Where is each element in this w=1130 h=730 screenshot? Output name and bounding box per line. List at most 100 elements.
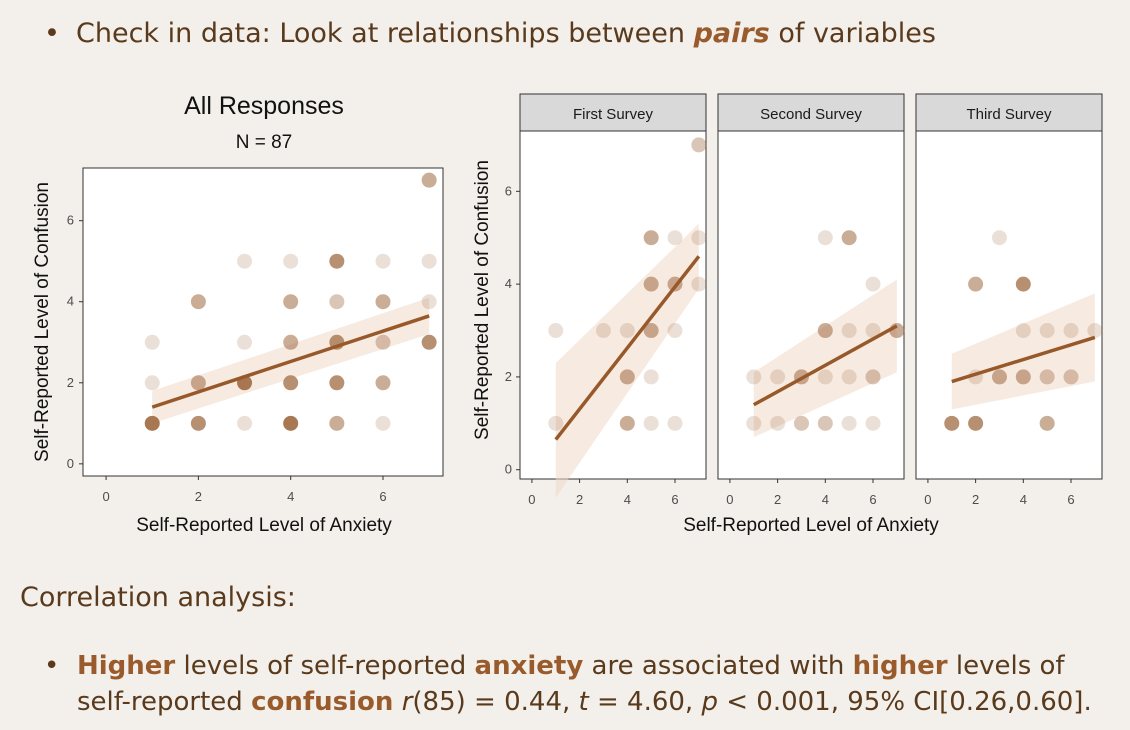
facet-1-point [691,276,707,292]
facet-3-point [944,415,960,431]
all-responses-fit-line [151,314,430,409]
facet-3-point [1039,415,1055,431]
facet-2-fit-line [752,324,898,407]
all-responses-point [237,415,253,431]
x-tick-label: 2 [774,492,781,507]
facet-1-point [619,323,635,339]
x-tick-label: 4 [822,492,829,507]
facet-2-point [746,369,762,385]
facet-3-point [1039,369,1055,385]
all-responses-point [283,294,299,310]
all-responses-point [375,334,391,350]
y-axis-label: Self-Reported Level of Confusion [472,160,493,440]
result-run: are associated with [583,651,853,681]
chart-title: All Responses [184,92,344,120]
result-run: (85) = 0.44, [412,687,579,717]
chart-subtitle: N = 87 [236,132,293,153]
x-tick-label: 4 [624,492,631,507]
facet-3-confidence-band [951,293,1095,410]
x-tick-label: 6 [671,492,678,507]
facet-1-point [643,369,659,385]
x-axis-label: Self-Reported Level of Anxiety [136,515,392,536]
facet-1-point [643,276,659,292]
result-run: < 0.001, 95% CI[0.26,0.60]. [717,687,1092,717]
facet-2-point [770,369,786,385]
all-responses-point [375,253,391,269]
facet-2-strip [717,93,905,132]
y-tick-label: 2 [67,375,74,390]
facet-1-point [667,323,683,339]
facet-1-strip [519,93,707,132]
all-responses-point [329,294,345,310]
result-run: levels of self-reported [175,651,475,681]
correlation-heading: Correlation analysis: [20,582,296,613]
facet-3-strip-label: Third Survey [966,106,1052,123]
facet-3-point [1063,369,1079,385]
facet-2-point [865,323,881,339]
result-run: anxiety [474,651,584,681]
facet-2-point [817,369,833,385]
y-tick-label: 0 [505,462,512,477]
facet-1-fit-line [554,255,701,441]
facet-1-confidence-band [555,223,699,498]
facet-1-point [548,415,564,431]
all-responses-point [190,415,206,431]
facet-3-point [968,276,984,292]
scatter-charts: All Responses N = 87 0 2 4 6 0 2 4 6 Self-Reported… [32,92,1103,536]
x-tick-label: 6 [1067,492,1074,507]
facet-3-point [968,415,984,431]
result-run: r [401,687,413,717]
y-tick-label: 4 [67,294,74,309]
x-tick-label: 4 [1020,492,1027,507]
all-responses-point [283,334,299,350]
all-responses-point [144,375,160,391]
intro-prefix: Check in data: Look at relationships bet… [76,18,694,49]
facet-1-point [619,369,635,385]
x-tick-label: 2 [576,492,583,507]
y-tick-label: 2 [505,369,512,384]
intro-emphasis: pairs [693,18,770,49]
facet-1-point [691,230,707,246]
all-responses-point [283,253,299,269]
facet-2-point [865,369,881,385]
facet-1-point [619,415,635,431]
correlation-result-text: Higher levels of self-reported anxiety a… [77,648,1124,720]
facet-1-point [643,323,659,339]
facet-3-point [1015,276,1031,292]
all-responses-point [329,253,345,269]
facet-3-point [991,369,1007,385]
facet-1-point [667,415,683,431]
intro-suffix: of variables [769,18,936,49]
x-tick-label: 6 [379,489,386,504]
facet-1-point [643,230,659,246]
all-responses-point [421,172,437,188]
x-tick-label: 0 [102,489,109,504]
facet-3-strip [915,93,1103,132]
facet-3-fit-line [951,335,1096,384]
x-tick-label: 0 [528,492,535,507]
facet-3-point [991,230,1007,246]
all-responses-point [375,415,391,431]
x-tick-label: 0 [726,492,733,507]
facet-3-point [1015,323,1031,339]
y-tick-label: 6 [67,213,74,228]
result-run: p [701,687,718,717]
facet-2-point [865,415,881,431]
all-responses-point [329,415,345,431]
result-run: t [578,687,589,717]
all-responses-point [421,253,437,269]
facet-2-point [865,276,881,292]
all-responses-point [190,375,206,391]
x-tick-label: 0 [924,492,931,507]
all-responses-point [283,415,299,431]
facet-2-confidence-band [753,279,897,438]
x-tick-label: 2 [972,492,979,507]
all-responses-point [237,253,253,269]
facet-2-point [817,230,833,246]
y-axis-label: Self-Reported Level of Confusion [32,182,53,462]
facet-3-point [1015,369,1031,385]
facet-2-point [841,323,857,339]
facet-1-point [667,230,683,246]
all-responses-point [144,415,160,431]
facet-3-point [1063,323,1079,339]
